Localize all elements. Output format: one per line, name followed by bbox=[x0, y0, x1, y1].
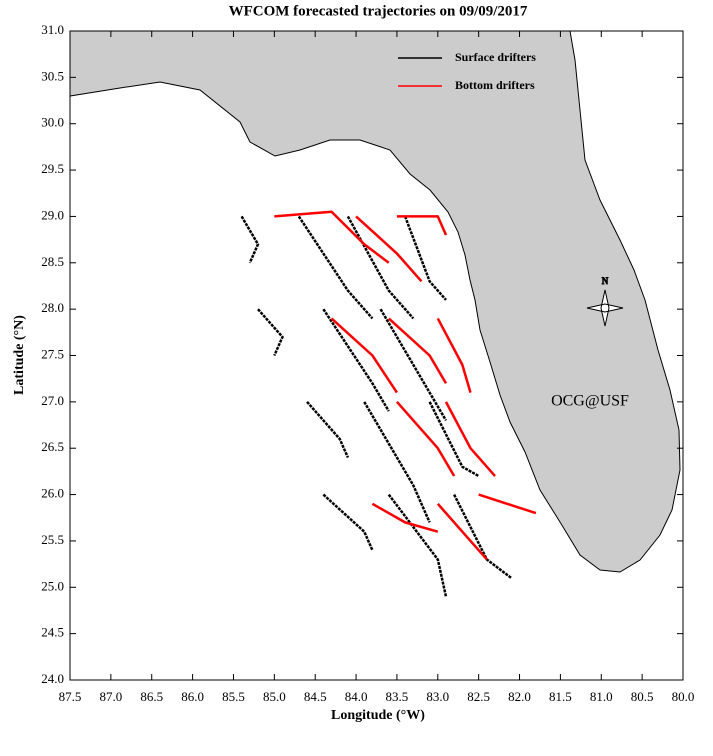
x-tick-label: 87.0 bbox=[99, 689, 122, 704]
trajectory bbox=[257, 308, 284, 357]
x-tick-label: 83.0 bbox=[426, 689, 449, 704]
land bbox=[69, 30, 681, 573]
y-tick-label: 27.5 bbox=[41, 346, 64, 361]
trajectory bbox=[240, 215, 260, 264]
trajectory bbox=[322, 493, 374, 551]
compass-n: N bbox=[602, 276, 609, 286]
x-tick-label: 82.5 bbox=[467, 689, 490, 704]
trajectory bbox=[371, 502, 439, 533]
x-tick-label: 85.0 bbox=[263, 689, 286, 704]
trajectory bbox=[297, 215, 374, 320]
y-tick-label: 24.0 bbox=[41, 671, 64, 686]
y-tick-label: 27.0 bbox=[41, 393, 64, 408]
legend-label: Surface drifters bbox=[455, 50, 536, 64]
y-tick-label: 26.5 bbox=[41, 439, 64, 454]
x-tick-label: 80.5 bbox=[631, 689, 654, 704]
y-tick-label: 29.0 bbox=[41, 207, 64, 222]
x-tick-label: 81.0 bbox=[590, 689, 613, 704]
trajectory bbox=[387, 317, 448, 384]
x-tick-label: 81.5 bbox=[549, 689, 572, 704]
plot-area: N Surface drifters Bottom drifters bbox=[69, 30, 684, 681]
trajectory bbox=[274, 210, 390, 264]
legend-label: Bottom drifters bbox=[455, 78, 535, 92]
x-tick-label: 82.0 bbox=[508, 689, 531, 704]
y-axis-label: Latitude (°N) bbox=[12, 315, 27, 395]
trajectory bbox=[355, 215, 423, 283]
trajectory bbox=[428, 401, 480, 478]
x-tick-label: 84.0 bbox=[345, 689, 368, 704]
trajectory bbox=[330, 317, 398, 394]
trajectory bbox=[395, 401, 456, 477]
y-tick-label: 28.0 bbox=[41, 300, 64, 315]
trajectory bbox=[396, 215, 448, 236]
x-tick-label: 86.5 bbox=[140, 689, 163, 704]
y-tick-label: 28.5 bbox=[41, 254, 64, 269]
chart-title: WFCOM forecasted trajectories on 09/09/2… bbox=[229, 3, 528, 19]
trajectory bbox=[453, 494, 513, 580]
trajectory bbox=[379, 308, 448, 422]
trajectory bbox=[387, 493, 448, 597]
trajectory bbox=[436, 317, 472, 393]
x-tick-label: 85.5 bbox=[222, 689, 245, 704]
trajectory bbox=[436, 503, 488, 561]
trajectory bbox=[363, 401, 431, 523]
trajectory bbox=[322, 308, 390, 412]
y-tick-label: 25.0 bbox=[41, 578, 64, 593]
trajectory bbox=[403, 215, 447, 301]
x-tick-label: 86.0 bbox=[181, 689, 204, 704]
x-axis-label: Longitude (°W) bbox=[331, 708, 425, 723]
y-tick-label: 25.5 bbox=[41, 532, 64, 547]
x-tick-label: 80.0 bbox=[672, 689, 695, 704]
trajectory bbox=[444, 401, 496, 477]
trajectory bbox=[478, 493, 537, 515]
x-tick-label: 84.5 bbox=[304, 689, 327, 704]
legend: Surface drifters Bottom drifters bbox=[398, 50, 536, 92]
trajectory bbox=[306, 401, 350, 458]
x-tick-label: 87.5 bbox=[59, 689, 82, 704]
y-tick-label: 29.5 bbox=[41, 161, 64, 176]
y-tick-label: 30.0 bbox=[41, 115, 64, 130]
y-tick-label: 30.5 bbox=[41, 68, 64, 83]
compass-rose: N bbox=[586, 276, 624, 327]
x-tick-label: 83.5 bbox=[386, 689, 409, 704]
y-tick-label: 31.0 bbox=[41, 22, 64, 37]
y-tick-label: 26.0 bbox=[41, 486, 64, 501]
annotation: OCG@USF bbox=[551, 393, 629, 410]
y-tick-label: 24.5 bbox=[41, 625, 64, 640]
